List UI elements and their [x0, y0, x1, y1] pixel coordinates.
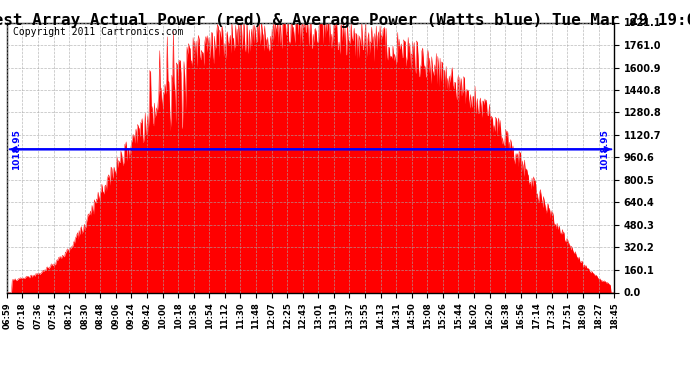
Text: West Array Actual Power (red) & Average Power (Watts blue) Tue Mar 29 19:01: West Array Actual Power (red) & Average … [0, 13, 690, 28]
Text: 1018.95: 1018.95 [600, 129, 609, 170]
Text: Copyright 2011 Cartronics.com: Copyright 2011 Cartronics.com [13, 27, 184, 36]
Text: 1018.95: 1018.95 [12, 129, 21, 170]
